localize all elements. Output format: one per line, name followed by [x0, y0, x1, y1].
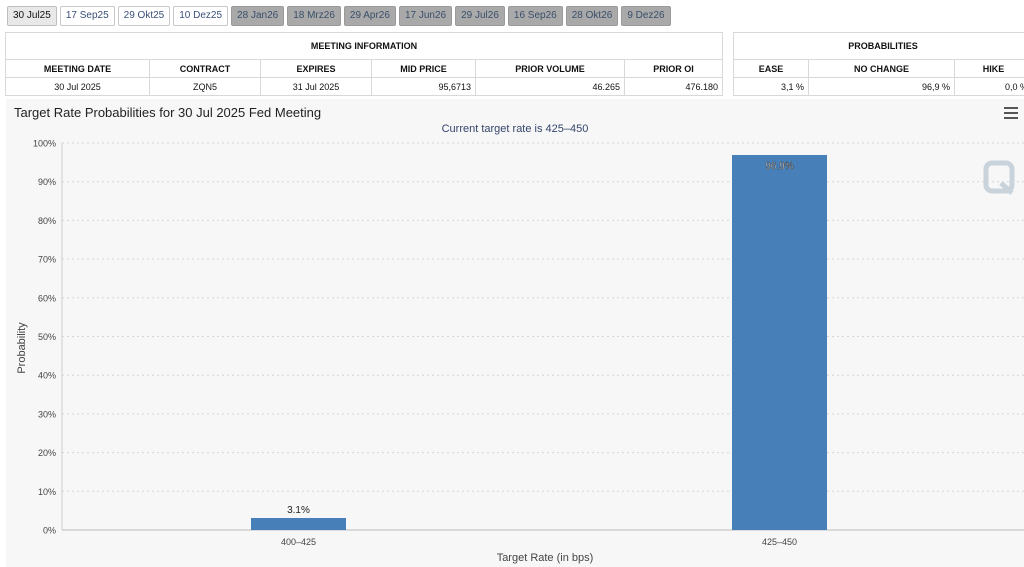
- mid-price-cell: 95,6713: [371, 77, 476, 96]
- bar-0[interactable]: [251, 518, 346, 530]
- tab-29-okt25[interactable]: 29 Okt25: [117, 6, 171, 26]
- column-header: PRIOR OI: [624, 59, 723, 78]
- chart-subtitle: Current target rate is 425–450: [441, 123, 589, 135]
- meeting-information-heading: MEETING INFORMATION: [5, 32, 723, 60]
- y-tick-label: 40%: [38, 371, 56, 381]
- y-tick-label: 70%: [38, 255, 56, 265]
- hike-cell: 0,0 %: [954, 77, 1024, 96]
- tab-18-mrz26[interactable]: 18 Mrz26: [287, 6, 341, 26]
- contract-cell: ZQN5: [149, 77, 261, 96]
- tab-10-dez25[interactable]: 10 Dez25: [173, 6, 229, 26]
- tab-28-jan26[interactable]: 28 Jan26: [231, 6, 285, 26]
- tab-9-dez26[interactable]: 9 Dez26: [621, 6, 671, 26]
- tab-30-jul25[interactable]: 30 Jul25: [7, 6, 57, 26]
- column-header: PRIOR VOLUME: [475, 59, 625, 78]
- y-tick-label: 30%: [38, 409, 56, 419]
- tab-28-okt26[interactable]: 28 Okt26: [565, 6, 619, 26]
- bar-value-label: 96.9%: [765, 161, 793, 172]
- meeting-date-cell: 30 Jul 2025: [5, 77, 150, 96]
- x-tick-label: 400–425: [281, 537, 316, 547]
- ease-cell: 3,1 %: [733, 77, 809, 96]
- y-tick-label: 80%: [38, 216, 56, 226]
- y-tick-label: 90%: [38, 177, 56, 187]
- q-logo-icon: [983, 160, 1015, 195]
- column-header: NO CHANGE: [808, 59, 955, 78]
- x-axis-label: Target Rate (in bps): [497, 552, 594, 564]
- bar-value-label: 3.1%: [287, 505, 310, 516]
- meeting-information-table: MEETING INFORMATION MEETING DATE CONTRAC…: [5, 32, 723, 96]
- tab-17-jun26[interactable]: 17 Jun26: [398, 6, 453, 26]
- y-tick-label: 100%: [33, 139, 56, 149]
- meeting-date-tabs: 30 Jul25 17 Sep25 29 Okt25 10 Dez25 28 J…: [7, 6, 671, 26]
- column-header: EASE: [733, 59, 809, 78]
- table-row: 30 Jul 2025 ZQN5 31 Jul 2025 95,6713 46.…: [5, 77, 723, 96]
- chart-title: Target Rate Probabilities for 30 Jul 202…: [14, 105, 322, 120]
- x-tick-label: 425–450: [762, 537, 797, 547]
- chart-panel: Target Rate Probabilities for 30 Jul 202…: [6, 99, 1024, 567]
- prior-oi-cell: 476.180: [624, 77, 723, 96]
- column-header: HIKE: [954, 59, 1024, 78]
- bar-chart: 0% 10% 20% 30% 40% 50% 60% 70% 80% 90% 100% 3.1% 96…: [16, 139, 1024, 564]
- y-tick-label: 50%: [38, 332, 56, 342]
- y-tick-label: 20%: [38, 448, 56, 458]
- hamburger-menu-icon[interactable]: [1004, 107, 1018, 119]
- bar-1[interactable]: [732, 154, 827, 530]
- table-row: 3,1 % 96,9 % 0,0 %: [733, 77, 1024, 96]
- y-tick-label: 0%: [43, 526, 56, 536]
- y-tick-label: 10%: [38, 487, 56, 497]
- column-header: MID PRICE: [371, 59, 476, 78]
- y-axis-label: Probability: [16, 322, 28, 374]
- y-tick-label: 60%: [38, 293, 56, 303]
- prior-volume-cell: 46.265: [475, 77, 625, 96]
- tab-16-sep26[interactable]: 16 Sep26: [507, 6, 563, 26]
- probabilities-table: PROBABILITIES EASE NO CHANGE HIKE 3,1 % …: [733, 32, 1024, 96]
- tab-29-apr26[interactable]: 29 Apr26: [343, 6, 396, 26]
- column-header: EXPIRES: [260, 59, 372, 78]
- expires-cell: 31 Jul 2025: [260, 77, 372, 96]
- tab-17-sep25[interactable]: 17 Sep25: [59, 6, 115, 26]
- column-header: MEETING DATE: [5, 59, 150, 78]
- no-change-cell: 96,9 %: [808, 77, 955, 96]
- tab-29-jul26[interactable]: 29 Jul26: [455, 6, 505, 26]
- column-header: CONTRACT: [149, 59, 261, 78]
- probabilities-heading: PROBABILITIES: [733, 32, 1024, 60]
